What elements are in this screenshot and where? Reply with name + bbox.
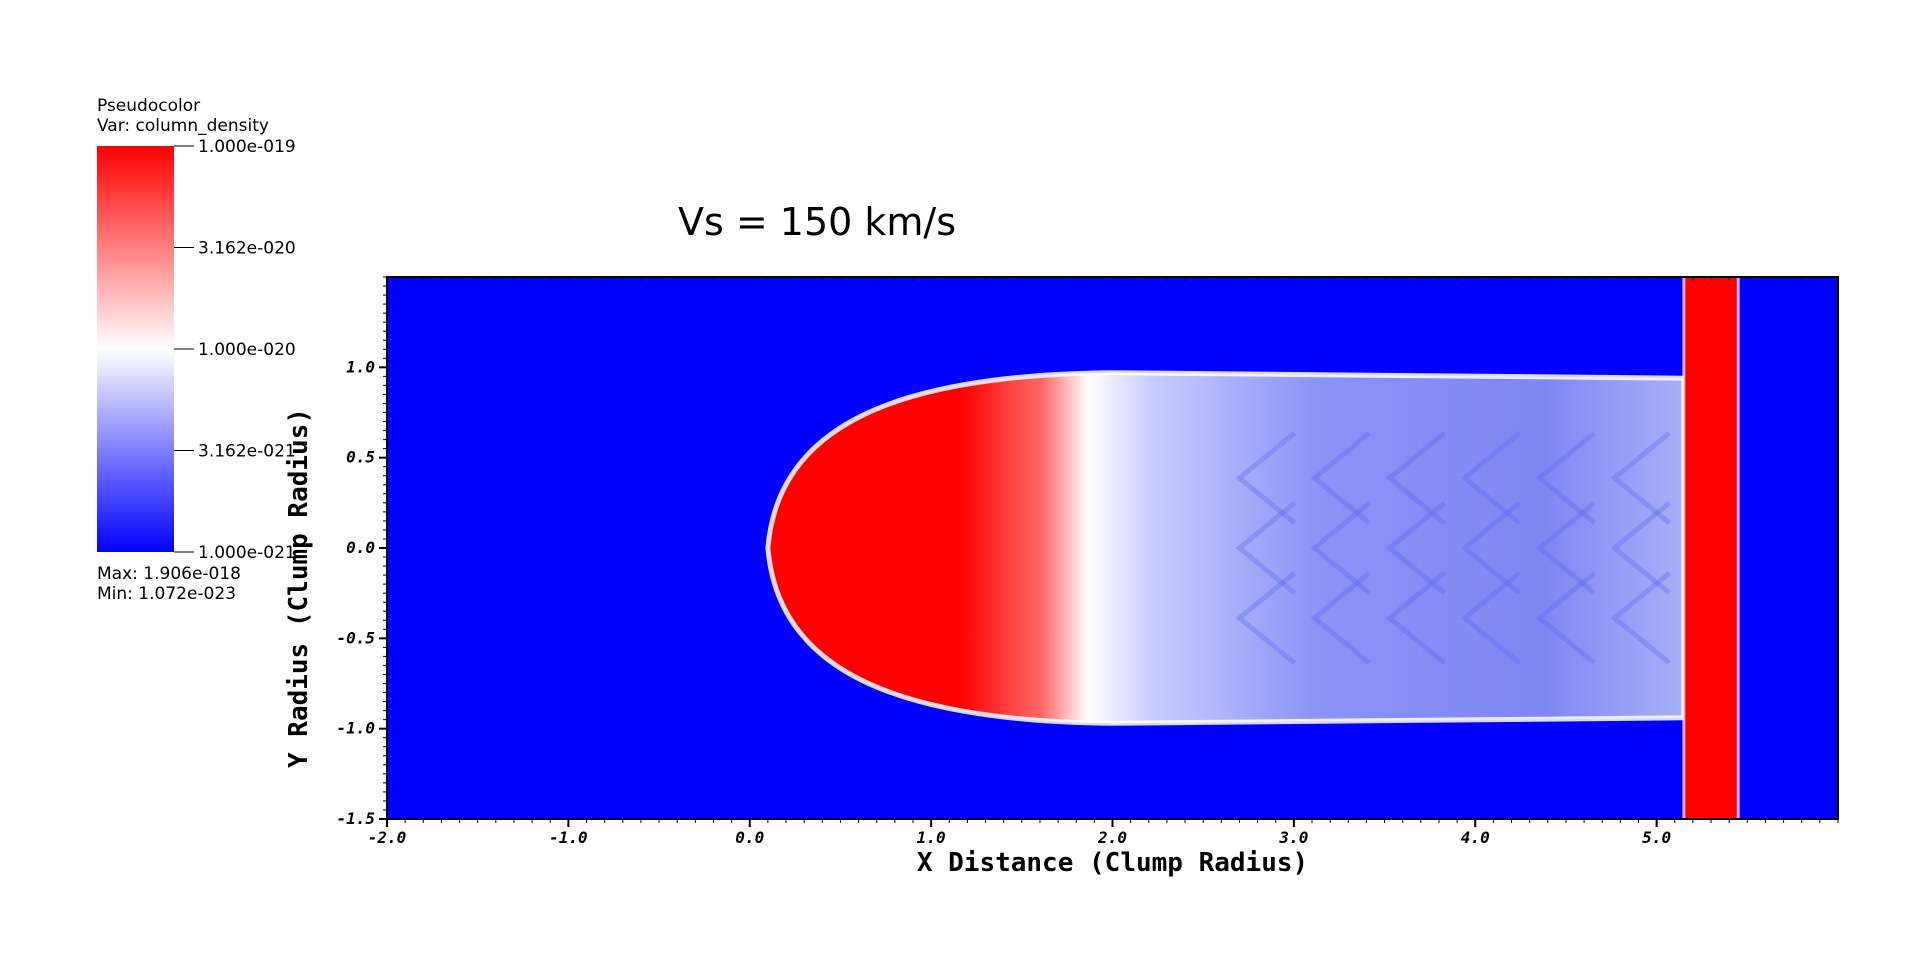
wake-chevron [1460,571,1522,665]
y-tick-label: -1.5 [336,809,375,828]
colorbar-legend: Pseudocolor Var: column_density 1.000e-0… [97,96,296,604]
y-tick-label: -1.0 [336,719,375,738]
wake-chevron [1310,431,1372,525]
wake-chevron [1385,501,1447,595]
colorbar-ticks: 1.000e-019 3.162e-020 1.000e-020 3.162e-021… [174,137,296,563]
y-tick-label: 0.5 [346,448,375,467]
x-tick-label: 1.0 [917,828,946,847]
wake-chevron [1235,431,1297,525]
x-axis-label: X Distance (Clump Radius) [917,848,1308,878]
y-axis-label: Y Radius (Clump Radius) [284,408,314,768]
legend-max: Max: 1.906e-018 [97,564,241,584]
legend-min: Min: 1.072e-023 [97,584,236,604]
legend-plot-type: Pseudocolor [97,96,200,116]
shock-front [1683,277,1739,819]
y-tick-label: 1.0 [346,357,375,376]
chart-title: Vs = 150 km/s [678,200,956,244]
x-tick-label: -2.0 [368,828,407,847]
wake-bands [1235,431,1672,665]
wake-chevron [1535,571,1597,665]
x-tick-label: 0.0 [735,828,764,847]
x-tick-label: 2.0 [1097,828,1127,847]
wake-chevron [1460,501,1522,595]
colorbar [97,146,174,552]
colorbar-tick-label: 1.000e-019 [198,137,296,157]
legend-variable: Var: column_density [97,116,269,136]
y-tick-label: 0.0 [346,538,375,557]
wake-chevron [1610,571,1672,665]
plot-area: -2.0 -1.0 0.0 1.0 2.0 3.0 4.0 5.0 -1.5 -1.0 -0.5 0… [336,276,1839,847]
colorbar-tick-label: 3.162e-020 [198,239,296,259]
wake-chevron [1460,431,1522,525]
wake-chevron [1610,501,1672,595]
colorbar-tick-label: 1.000e-021 [198,543,296,563]
colorbar-tick-label: 3.162e-021 [198,442,296,462]
x-axis: -2.0 -1.0 0.0 1.0 2.0 3.0 4.0 5.0 [368,277,1839,847]
y-axis: -1.5 -1.0 -0.5 0.0 0.5 1.0 [336,276,387,828]
wake-chevron [1535,431,1597,525]
wake-chevron [1610,431,1672,525]
wake-chevron [1310,571,1372,665]
colorbar-tick-label: 1.000e-020 [198,340,296,360]
wake-chevron [1235,571,1297,665]
y-tick-label: -0.5 [336,628,375,647]
wake-chevron [1385,571,1447,665]
wake-chevron [1385,431,1447,525]
wake-chevron [1310,501,1372,595]
x-tick-label: 3.0 [1278,828,1308,847]
x-tick-label: 4.0 [1461,828,1490,847]
shock-front-glow [1682,277,1740,819]
x-tick-label: -1.0 [549,828,588,847]
x-tick-label: 5.0 [1642,828,1671,847]
wake-chevron [1235,501,1297,595]
wake-chevron [1535,501,1597,595]
clump-body [767,372,1684,724]
